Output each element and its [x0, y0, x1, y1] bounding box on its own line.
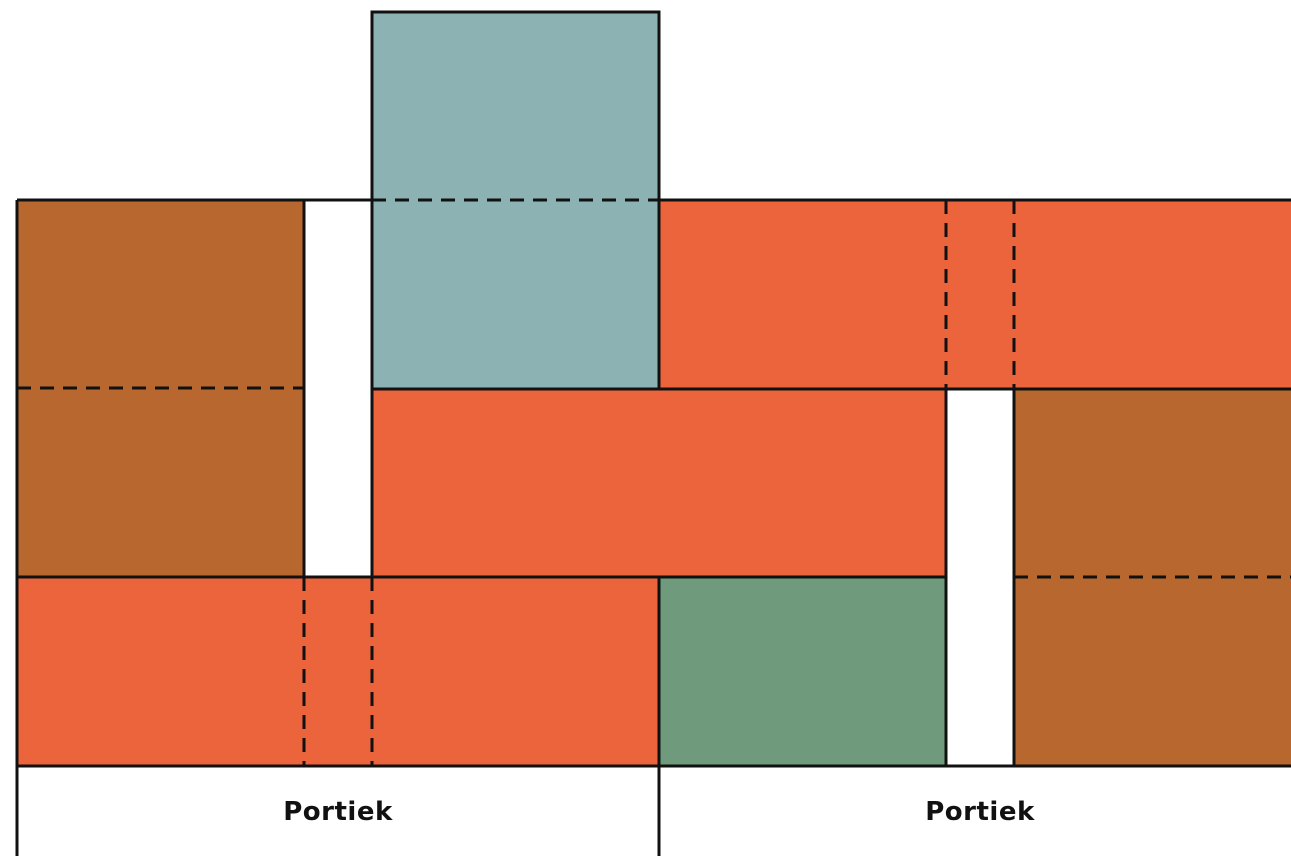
unit-green-bottom — [659, 577, 946, 766]
unit-orange-top-right — [659, 200, 1291, 389]
stair-gap-left — [304, 200, 372, 577]
portiek-label-right: Portiek — [925, 797, 1035, 827]
stair-gap-right — [946, 389, 1014, 766]
unit-orange-bottom-left — [17, 577, 659, 766]
unit-orange-middle — [372, 389, 946, 577]
dashed-lines — [17, 198, 1291, 766]
portiek-label-left: Portiek — [283, 797, 393, 827]
